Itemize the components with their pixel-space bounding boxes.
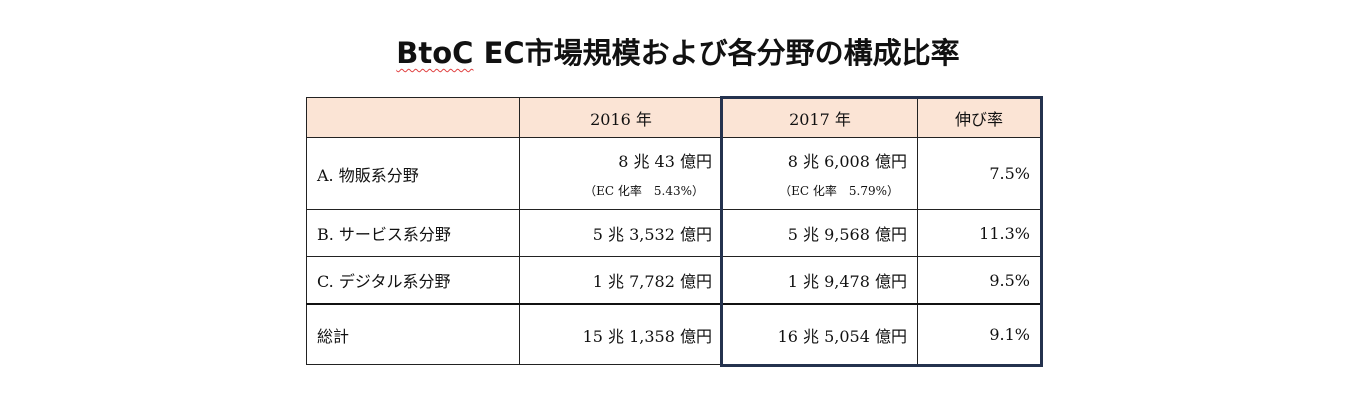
table-row: C. デジタル系分野 1 兆 7,782 億円 1 兆 9,478 億円 9.5… xyxy=(306,256,1041,305)
row-label: A. 物販系分野 xyxy=(306,137,520,210)
title-btoc: BtoC xyxy=(396,36,474,70)
ec-ratio-2017: （EC 化率 5.79%） xyxy=(779,184,899,198)
header-2016: 2016 年 xyxy=(519,97,723,138)
ec-ratio-2016: （EC 化率 5.43%） xyxy=(584,184,704,198)
total-row: 総計 15 兆 1,358 億円 16 兆 5,054 億円 9.1% xyxy=(306,303,1041,365)
total-2016: 15 兆 1,358 億円 xyxy=(519,303,723,365)
table-row: A. 物販系分野 8 兆 43 億円 （EC 化率 5.43%） 8 兆 6,0… xyxy=(306,137,1041,210)
value-2017-main: 8 兆 6,008 億円 xyxy=(787,152,907,171)
table-header-row: 2016 年 2017 年 伸び率 xyxy=(306,97,1041,138)
header-growth: 伸び率 xyxy=(917,97,1041,138)
value-2016-main: 8 兆 43 億円 xyxy=(618,152,712,171)
total-growth: 9.1% xyxy=(917,303,1041,365)
value-2017: 5 兆 9,568 億円 xyxy=(722,209,918,257)
market-size-table: 2016 年 2017 年 伸び率 A. 物販系分野 8 兆 43 億円 （EC… xyxy=(306,97,1041,365)
value-2017: 8 兆 6,008 億円 （EC 化率 5.79%） xyxy=(722,137,918,210)
growth-rate: 9.5% xyxy=(917,256,1041,305)
row-label: C. デジタル系分野 xyxy=(306,256,520,305)
total-2017: 16 兆 5,054 億円 xyxy=(722,303,918,365)
title-rest: EC市場規模および各分野の構成比率 xyxy=(473,36,960,70)
value-2016: 5 兆 3,532 億円 xyxy=(519,209,723,257)
value-2016: 8 兆 43 億円 （EC 化率 5.43%） xyxy=(519,137,723,210)
row-label: B. サービス系分野 xyxy=(306,209,520,257)
table-row: B. サービス系分野 5 兆 3,532 億円 5 兆 9,568 億円 11.… xyxy=(306,209,1041,257)
growth-rate: 11.3% xyxy=(917,209,1041,257)
total-label: 総計 xyxy=(306,303,520,365)
value-2017: 1 兆 9,478 億円 xyxy=(722,256,918,305)
header-blank-cell xyxy=(306,97,520,138)
value-2016: 1 兆 7,782 億円 xyxy=(519,256,723,305)
header-2017: 2017 年 xyxy=(722,97,918,138)
page-title: BtoC EC市場規模および各分野の構成比率 xyxy=(0,30,1356,72)
growth-rate: 7.5% xyxy=(917,137,1041,210)
